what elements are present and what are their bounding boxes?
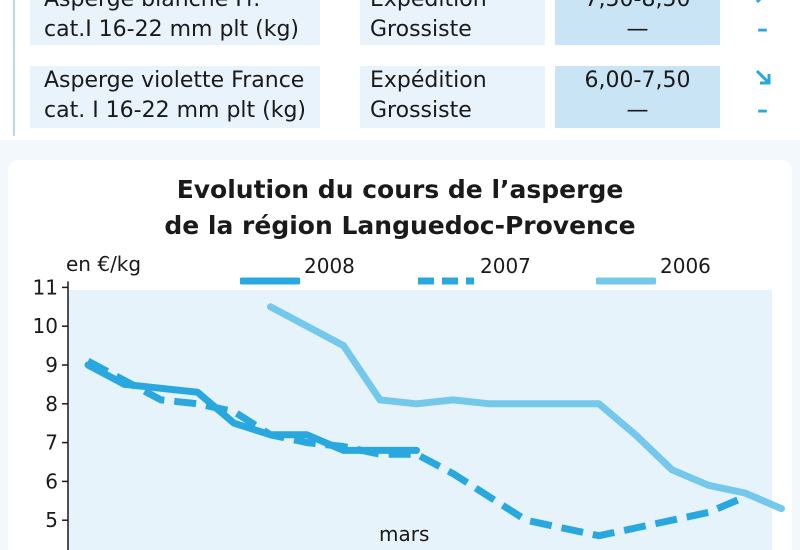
chart-title-line1: Evolution du cours de l’asperge bbox=[176, 175, 624, 204]
price-cell: 6,00-7,50 — bbox=[555, 66, 720, 128]
legend-label: 2008 bbox=[304, 254, 355, 278]
trend-cell: – bbox=[735, 0, 790, 45]
arrow-up-right-icon bbox=[735, 0, 790, 15]
chart-title-line2: de la région Languedoc-Provence bbox=[164, 211, 636, 240]
legend-swatch bbox=[238, 264, 302, 285]
y-tick-label: 8 bbox=[45, 392, 58, 416]
table-row: Asperge blanche Fr. cat.I 16-22 mm plt (… bbox=[0, 0, 800, 45]
product-name: Asperge blanche Fr. bbox=[44, 0, 320, 15]
stage-shipping: Expédition bbox=[370, 0, 545, 15]
legend-swatch bbox=[416, 264, 476, 285]
stage-shipping: Expédition bbox=[370, 68, 487, 93]
price-wholesale: — bbox=[626, 17, 649, 42]
price-shipping: 6,00-7,50 bbox=[584, 68, 691, 93]
legend-item-2008: 2008 bbox=[238, 252, 380, 285]
y-tick-label: 4 bbox=[45, 547, 58, 550]
plot-area bbox=[68, 290, 772, 550]
price-wholesale: — bbox=[626, 98, 649, 123]
arrow-down-right-icon bbox=[735, 66, 790, 96]
stage-cell: Expédition Grossiste bbox=[360, 0, 545, 45]
product-spec: cat. I 16-22 mm plt (kg) bbox=[44, 98, 307, 123]
legend-swatch bbox=[594, 264, 658, 285]
stage-wholesale: Grossiste bbox=[370, 98, 472, 123]
x-axis-label: mars bbox=[379, 522, 430, 546]
y-tick-label: 7 bbox=[45, 431, 58, 455]
price-table: Asperge blanche Fr. cat.I 16-22 mm plt (… bbox=[0, 0, 800, 140]
stage-wholesale: Grossiste bbox=[370, 17, 472, 42]
y-tick-label: 6 bbox=[45, 469, 58, 493]
trend-cell: – bbox=[735, 66, 790, 128]
stage-cell: Expédition Grossiste bbox=[360, 66, 545, 128]
y-tick-label: 10 bbox=[33, 314, 58, 338]
legend-item-2006: 2006 bbox=[594, 252, 736, 285]
trend-dash: – bbox=[757, 17, 768, 42]
legend-item-2007: 2007 bbox=[416, 252, 556, 285]
y-axis-unit-label: en €/kg bbox=[66, 252, 142, 276]
series-line-2007 bbox=[86, 358, 747, 540]
trend-dash: – bbox=[757, 98, 768, 123]
table-row: Asperge violette France cat. I 16-22 mm … bbox=[0, 66, 800, 128]
y-tick-label: 9 bbox=[45, 353, 58, 377]
table-left-rule bbox=[13, 0, 15, 136]
series-line-2008 bbox=[84, 361, 420, 454]
product-name: Asperge violette France bbox=[44, 68, 305, 93]
price-cell: 7,50-8,50 — bbox=[555, 0, 720, 45]
price-shipping: 7,50-8,50 bbox=[555, 0, 720, 15]
y-tick-label: 11 bbox=[33, 275, 58, 299]
chart-title: Evolution du cours de l’asperge de la ré… bbox=[0, 172, 800, 244]
product-cell: Asperge blanche Fr. cat.I 16-22 mm plt (… bbox=[30, 0, 320, 45]
product-cell: Asperge violette France cat. I 16-22 mm … bbox=[30, 66, 320, 128]
legend-label: 2006 bbox=[660, 254, 711, 278]
y-tick-label: 5 bbox=[45, 508, 58, 532]
product-spec: cat.I 16-22 mm plt (kg) bbox=[44, 17, 300, 42]
legend-label: 2007 bbox=[480, 254, 531, 278]
series-line-2006 bbox=[267, 303, 785, 513]
